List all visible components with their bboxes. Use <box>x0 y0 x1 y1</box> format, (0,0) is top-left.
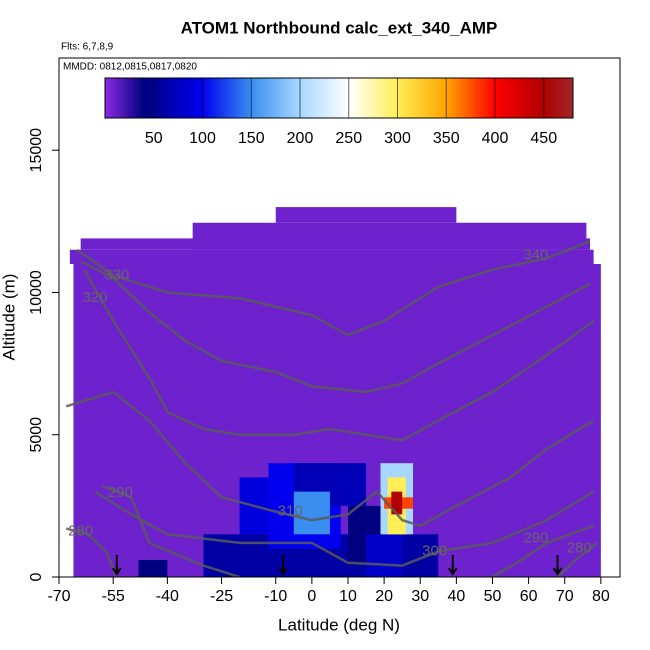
contour-label: 290 <box>523 530 548 547</box>
contour-line <box>94 490 595 567</box>
x-tick-label: -70 <box>47 588 70 605</box>
x-tick-label: -40 <box>156 588 179 605</box>
contour-line <box>556 541 598 577</box>
contour-line <box>65 527 118 577</box>
colorbar-tick-label: 200 <box>287 130 314 147</box>
heat-cell <box>275 207 457 223</box>
x-tick-label: 50 <box>484 588 502 605</box>
colorbar <box>104 77 574 119</box>
heat-cell <box>69 249 594 265</box>
colorbar-tick-label: 100 <box>189 130 216 147</box>
x-tick-label: 30 <box>411 588 429 605</box>
y-tick-label: 10000 <box>28 270 45 315</box>
contour-label: 310 <box>278 503 303 520</box>
plot-frame <box>58 57 621 578</box>
heat-cell <box>192 222 587 250</box>
contour-label: 290 <box>108 484 133 501</box>
x-tick-label: 80 <box>592 588 610 605</box>
heat-cell <box>391 491 403 515</box>
x-tick-label: 70 <box>556 588 574 605</box>
contour-label: 280 <box>567 540 592 557</box>
x-tick-label: 40 <box>447 588 465 605</box>
flight-marker <box>552 555 563 576</box>
y-tick-label: 5000 <box>28 417 45 453</box>
colorbar-tick-label: 400 <box>482 130 509 147</box>
chart-title: ATOM1 Northbound calc_ext_340_AMP <box>181 18 498 37</box>
flight-marker <box>278 555 288 576</box>
plot-area: 340 330 320 310 300 290 290 280 280 <box>65 207 601 577</box>
heat-cell <box>366 534 403 577</box>
x-tick-label: 10 <box>339 588 357 605</box>
contour-label: 300 <box>422 542 447 559</box>
colorbar-tick-label: 250 <box>335 130 362 147</box>
colorbar-tick-label: 150 <box>238 130 265 147</box>
x-tick-label: -25 <box>210 588 233 605</box>
y-tick-label: 15000 <box>28 128 45 173</box>
x-axis-label: Latitude (deg N) <box>278 615 400 634</box>
subtitle: Flts: 6,7,8,9 <box>61 42 114 53</box>
x-tick-label: -10 <box>264 588 287 605</box>
colorbar-tick-label: 450 <box>530 130 557 147</box>
contour-label: 330 <box>104 266 129 283</box>
contour-line <box>83 269 595 442</box>
colorbar-tick-label: 50 <box>145 130 163 147</box>
flight-marker <box>111 555 122 576</box>
flight-marker <box>447 555 458 576</box>
x-tick-label: -55 <box>102 588 125 605</box>
x-tick-label: 60 <box>520 588 538 605</box>
contour-line <box>76 240 591 337</box>
x-tick-label: 20 <box>375 588 393 605</box>
contour-label: 280 <box>68 522 93 539</box>
contour-label: 340 <box>523 246 548 263</box>
colorbar-tick-label: 350 <box>433 130 460 147</box>
y-axis-label: Altitude (m) <box>0 274 18 361</box>
heat-cell <box>293 491 330 535</box>
contour-line <box>101 484 240 577</box>
contour-label: 320 <box>83 289 108 306</box>
annotation: MMDD: 0812,0815,0817,0820 <box>63 62 197 73</box>
contour-line <box>491 524 595 577</box>
heat-cell <box>138 559 168 577</box>
y-tick-label: 0 <box>28 572 45 581</box>
contour-line <box>65 390 595 528</box>
contour-line <box>80 260 591 394</box>
colorbar-tick-label: 300 <box>384 130 411 147</box>
x-tick-label: 0 <box>307 588 316 605</box>
